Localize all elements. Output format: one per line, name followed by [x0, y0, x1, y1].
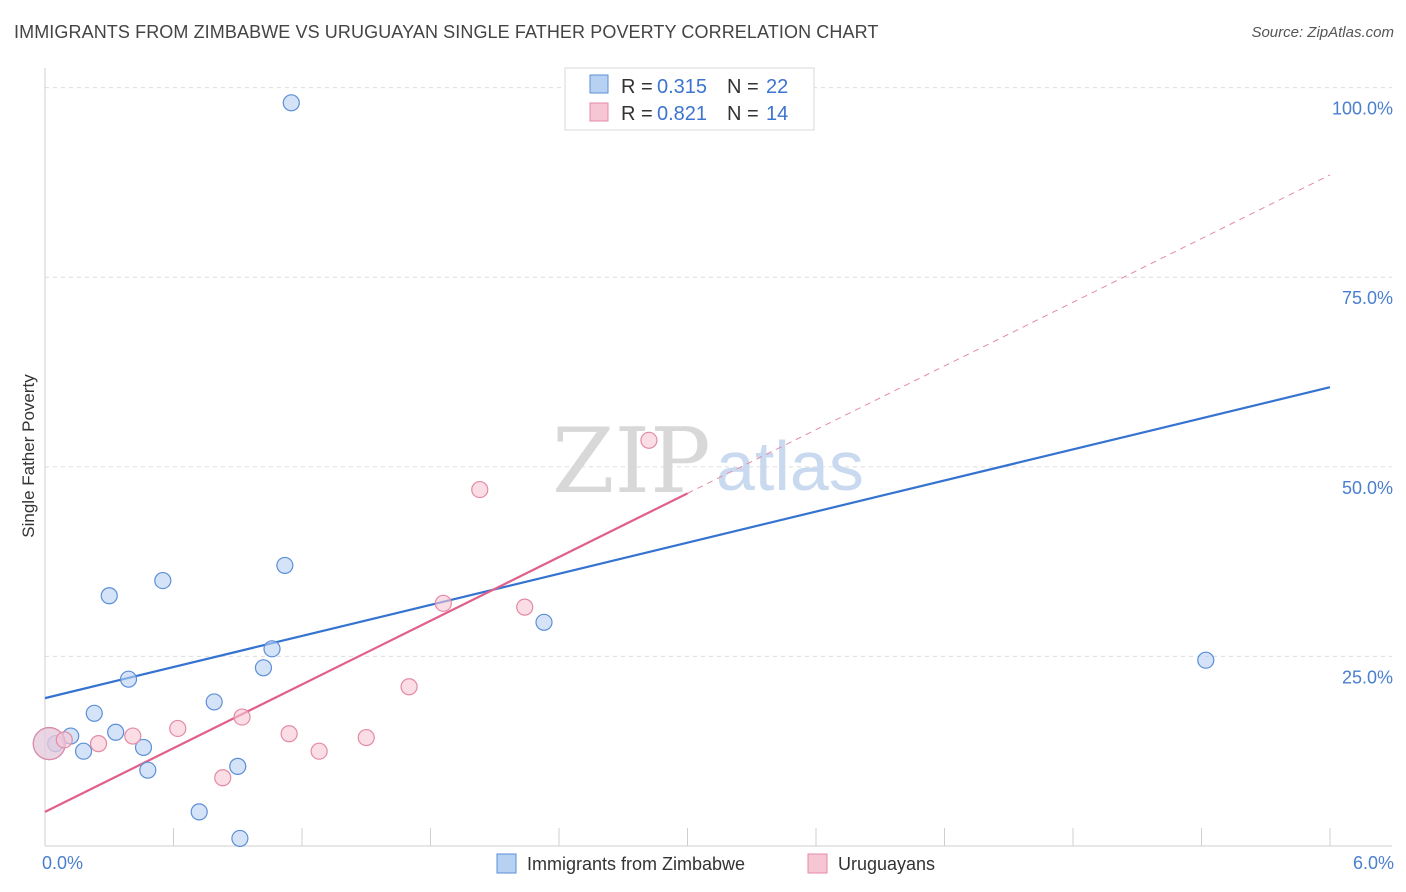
point-uruguayans-8 — [310, 742, 328, 760]
y-tick-label-2: 75.0% — [1342, 288, 1393, 308]
point-uruguayans-12 — [471, 480, 489, 499]
point-zimbabwe-2 — [74, 742, 93, 760]
point-zimbabwe-17 — [282, 94, 300, 112]
point-zimbabwe-5 — [107, 723, 125, 741]
y-tick-label-1: 50.0% — [1342, 478, 1393, 498]
trendline-uruguayans-extension — [687, 174, 1331, 494]
legend-r-value-1: 0.315 — [657, 76, 707, 98]
point-uruguayans-6 — [233, 708, 251, 726]
data-points — [32, 94, 1215, 848]
point-uruguayans-2 — [89, 735, 108, 753]
point-zimbabwe-4 — [100, 587, 118, 605]
point-zimbabwe-11 — [205, 693, 223, 711]
legend-r-label-1: R = — [621, 76, 653, 98]
legend-n-value-1: 22 — [766, 76, 788, 98]
trendline-zimbabwe — [44, 386, 1331, 700]
grid-lines — [45, 87, 1392, 657]
y-axis-title: Single Father Poverty — [19, 374, 38, 538]
point-uruguayans-3 — [124, 727, 142, 745]
point-zimbabwe-16 — [276, 556, 294, 575]
chart-title: IMMIGRANTS FROM ZIMBABWE VS URUGUAYAN SI… — [14, 22, 879, 42]
axes — [44, 68, 1392, 847]
source-label: Source: ZipAtlas.com — [1251, 24, 1394, 41]
point-zimbabwe-14 — [254, 659, 273, 677]
point-zimbabwe-8 — [139, 761, 157, 779]
legend-r-value-2: 0.821 — [657, 103, 707, 125]
point-zimbabwe-20 — [1197, 651, 1215, 669]
point-zimbabwe-15 — [263, 640, 281, 658]
point-uruguayans-14 — [640, 431, 658, 449]
legend-n-label-2: N = — [727, 103, 759, 125]
watermark-zip: ZIP — [552, 409, 711, 514]
x-tick-label-0: 0.0% — [42, 853, 83, 873]
watermark-atlas: atlas — [716, 427, 864, 505]
legend: R = 0.315 N = 22 R = 0.821 N = 14 — [564, 67, 815, 131]
legend-n-value-2: 14 — [766, 103, 788, 125]
point-zimbabwe-18 — [535, 613, 553, 631]
bottom-legend-swatch-uruguayans — [807, 853, 828, 874]
bottom-legend: Immigrants from Zimbabwe Uruguayans — [496, 853, 935, 874]
legend-swatch-uruguayans — [589, 102, 609, 122]
point-uruguayans-11 — [434, 594, 452, 612]
point-uruguayans-5 — [214, 769, 232, 787]
point-zimbabwe-13 — [231, 829, 249, 848]
watermark: ZIP atlas — [552, 409, 864, 514]
point-zimbabwe-7 — [134, 738, 153, 757]
trendlines — [44, 174, 1331, 813]
trendline-uruguayans — [44, 492, 688, 813]
point-uruguayans-9 — [357, 728, 375, 747]
bottom-legend-label-uruguayans: Uruguayans — [838, 854, 935, 874]
tick-labels: 25.0% 50.0% 75.0% 100.0% 0.0% 6.0% — [42, 99, 1394, 873]
legend-swatch-zimbabwe — [589, 74, 609, 94]
point-zimbabwe-12 — [229, 757, 247, 775]
point-uruguayans-10 — [400, 678, 418, 696]
bottom-legend-swatch-zimbabwe — [496, 853, 517, 874]
y-tick-label-3: 100.0% — [1332, 99, 1393, 119]
legend-n-label-1: N = — [727, 76, 759, 98]
point-zimbabwe-6 — [119, 670, 138, 688]
point-uruguayans-7 — [280, 725, 298, 743]
bottom-legend-label-zimbabwe: Immigrants from Zimbabwe — [527, 854, 745, 874]
point-zimbabwe-9 — [154, 571, 172, 590]
legend-r-label-2: R = — [621, 103, 653, 125]
point-uruguayans-1 — [55, 731, 73, 749]
point-zimbabwe-10 — [190, 803, 208, 821]
point-uruguayans-4 — [169, 719, 187, 738]
point-uruguayans-13 — [516, 598, 534, 616]
y-tick-label-0: 25.0% — [1342, 667, 1393, 687]
point-zimbabwe-3 — [85, 704, 103, 722]
x-tick-label-1: 6.0% — [1353, 853, 1394, 873]
